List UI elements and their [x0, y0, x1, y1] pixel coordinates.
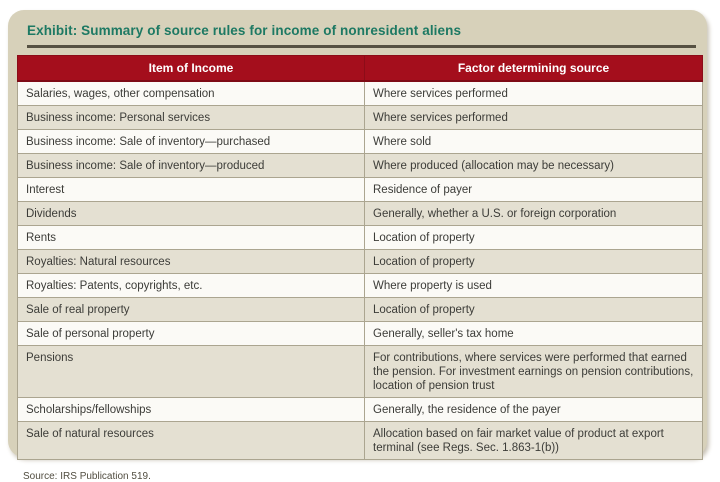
- table-header: Item of Income Factor determining source: [17, 55, 703, 82]
- exhibit-panel: Exhibit: Summary of source rules for inc…: [8, 10, 707, 482]
- factor-determining-source-cell: Where produced (allocation may be necess…: [364, 153, 703, 178]
- source-note: Source: IRS Publication 519.: [23, 471, 151, 482]
- item-of-income-cell: Rents: [17, 225, 365, 250]
- factor-determining-source-cell: For contributions, where services were p…: [364, 345, 703, 398]
- factor-determining-source-cell: Where sold: [364, 129, 703, 154]
- item-of-income-cell: Sale of personal property: [17, 321, 365, 346]
- item-of-income-cell: Interest: [17, 177, 365, 202]
- table-row: Interest Residence of payer: [17, 177, 703, 202]
- table-row: Scholarships/fellowships Generally, the r…: [17, 397, 703, 422]
- header-row: Item of Income Factor determining source: [17, 55, 703, 82]
- item-of-income-cell: Sale of real property: [17, 297, 365, 322]
- item-of-income-cell: Salaries, wages, other compensation: [17, 80, 365, 106]
- table-row: Sale of personal property Generally, sell…: [17, 321, 703, 346]
- table-row: Rents Location of property: [17, 225, 703, 250]
- factor-determining-source-cell: Generally, whether a U.S. or foreign cor…: [364, 201, 703, 226]
- source-rules-table: Item of Income Factor determining source…: [17, 55, 703, 460]
- table-row: Salaries, wages, other compensation Where…: [17, 80, 703, 106]
- item-of-income-cell: Royalties: Natural resources: [17, 249, 365, 274]
- table-row: Pensions For contributions, where service…: [17, 345, 703, 398]
- factor-determining-source-cell: Location of property: [364, 225, 703, 250]
- column-header-item-of-income: Item of Income: [17, 55, 365, 82]
- item-of-income-cell: Dividends: [17, 201, 365, 226]
- title-rule: [27, 45, 696, 48]
- factor-determining-source-cell: Where property is used: [364, 273, 703, 298]
- factor-determining-source-cell: Residence of payer: [364, 177, 703, 202]
- item-of-income-cell: Sale of natural resources: [17, 421, 365, 460]
- exhibit-title: Exhibit: Summary of source rules for inc…: [27, 23, 462, 38]
- factor-determining-source-cell: Location of property: [364, 249, 703, 274]
- table-row: Dividends Generally, whether a U.S. or fo…: [17, 201, 703, 226]
- factor-determining-source-cell: Location of property: [364, 297, 703, 322]
- item-of-income-cell: Royalties: Patents, copyrights, etc.: [17, 273, 365, 298]
- factor-determining-source-cell: Generally, seller's tax home: [364, 321, 703, 346]
- table-row: Business income: Sale of inventory—purch…: [17, 129, 703, 154]
- item-of-income-cell: Business income: Sale of inventory—produ…: [17, 153, 365, 178]
- item-of-income-cell: Scholarships/fellowships: [17, 397, 365, 422]
- item-of-income-cell: Business income: Sale of inventory—purch…: [17, 129, 365, 154]
- item-of-income-cell: Pensions: [17, 345, 365, 398]
- factor-determining-source-cell: Where services performed: [364, 80, 703, 106]
- table-row: Business income: Sale of inventory—produ…: [17, 153, 703, 178]
- table-row: Sale of natural resources Allocation base…: [17, 421, 703, 460]
- table-row: Royalties: Patents, copyrights, etc. Wher…: [17, 273, 703, 298]
- table-row: Royalties: Natural resources Location of …: [17, 249, 703, 274]
- table-row: Business income: Personal services Where …: [17, 105, 703, 130]
- factor-determining-source-cell: Generally, the residence of the payer: [364, 397, 703, 422]
- column-header-factor-determining-source: Factor determining source: [364, 55, 703, 82]
- factor-determining-source-cell: Allocation based on fair market value of…: [364, 421, 703, 460]
- table-row: Sale of real property Location of propert…: [17, 297, 703, 322]
- item-of-income-cell: Business income: Personal services: [17, 105, 365, 130]
- table-body: Salaries, wages, other compensation Where…: [17, 80, 703, 460]
- factor-determining-source-cell: Where services performed: [364, 105, 703, 130]
